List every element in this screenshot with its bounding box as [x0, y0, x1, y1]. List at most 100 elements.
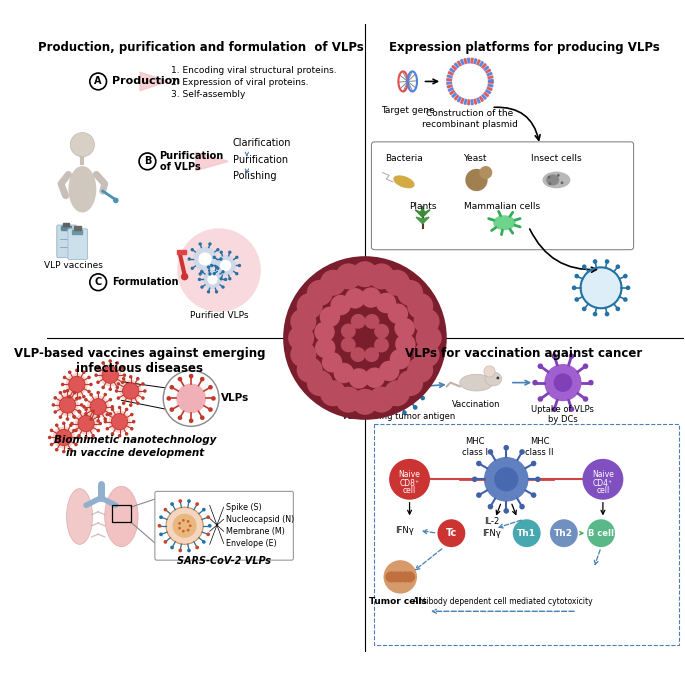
Circle shape — [111, 432, 114, 435]
Ellipse shape — [105, 486, 138, 547]
Circle shape — [349, 368, 369, 389]
Circle shape — [125, 408, 128, 411]
Circle shape — [593, 259, 597, 264]
Circle shape — [397, 280, 423, 306]
Circle shape — [605, 312, 610, 316]
Circle shape — [89, 417, 93, 420]
Polygon shape — [458, 61, 461, 66]
Circle shape — [84, 412, 88, 416]
Circle shape — [108, 410, 131, 433]
Polygon shape — [447, 78, 451, 80]
Circle shape — [582, 306, 586, 311]
Circle shape — [91, 434, 95, 437]
Text: Tumor cells: Tumor cells — [369, 598, 427, 606]
Circle shape — [181, 273, 188, 281]
Circle shape — [158, 524, 162, 528]
Circle shape — [129, 375, 132, 379]
Polygon shape — [63, 222, 69, 226]
Circle shape — [50, 429, 53, 432]
Circle shape — [189, 525, 192, 527]
Circle shape — [97, 391, 100, 394]
Circle shape — [109, 412, 112, 416]
Circle shape — [623, 274, 627, 279]
Circle shape — [378, 366, 419, 407]
Circle shape — [513, 519, 540, 547]
Circle shape — [352, 389, 378, 415]
Text: C: C — [95, 277, 102, 287]
Circle shape — [195, 546, 199, 550]
Circle shape — [68, 395, 71, 398]
Circle shape — [72, 429, 75, 433]
Circle shape — [389, 459, 430, 500]
Text: CD8⁺: CD8⁺ — [399, 479, 419, 487]
Circle shape — [320, 270, 346, 296]
Circle shape — [438, 519, 465, 547]
Text: Formulation: Formulation — [112, 277, 179, 287]
Polygon shape — [488, 84, 493, 87]
Circle shape — [395, 334, 416, 354]
Circle shape — [90, 399, 106, 415]
Text: Purified VLPs: Purified VLPs — [190, 311, 248, 320]
Circle shape — [62, 450, 66, 454]
Circle shape — [290, 341, 316, 368]
Circle shape — [130, 427, 134, 431]
Circle shape — [345, 288, 365, 308]
Text: Th1: Th1 — [517, 529, 536, 537]
Circle shape — [63, 376, 66, 379]
Text: Nucleocapsid (N): Nucleocapsid (N) — [225, 514, 294, 524]
Circle shape — [228, 251, 232, 254]
Circle shape — [216, 266, 219, 270]
Polygon shape — [140, 72, 168, 91]
Circle shape — [71, 132, 95, 157]
Circle shape — [113, 197, 119, 203]
Circle shape — [105, 427, 109, 431]
Polygon shape — [447, 85, 452, 88]
Circle shape — [116, 382, 121, 386]
Circle shape — [103, 420, 107, 423]
Circle shape — [364, 314, 379, 329]
Circle shape — [187, 549, 191, 552]
Circle shape — [182, 519, 185, 522]
Polygon shape — [450, 91, 455, 95]
Circle shape — [95, 373, 98, 377]
Circle shape — [407, 293, 433, 319]
Circle shape — [369, 387, 395, 412]
Ellipse shape — [485, 372, 501, 386]
Circle shape — [75, 368, 79, 372]
Text: A: A — [95, 76, 102, 87]
Circle shape — [89, 383, 92, 386]
Circle shape — [341, 324, 356, 339]
Circle shape — [372, 372, 377, 377]
Circle shape — [189, 418, 193, 423]
Circle shape — [50, 443, 53, 446]
Circle shape — [557, 174, 560, 176]
Circle shape — [587, 519, 615, 547]
Polygon shape — [61, 226, 71, 230]
Circle shape — [70, 422, 74, 425]
Circle shape — [235, 272, 238, 275]
Polygon shape — [454, 95, 459, 100]
Circle shape — [379, 363, 384, 368]
Circle shape — [55, 448, 58, 452]
Circle shape — [125, 432, 128, 435]
Circle shape — [307, 280, 333, 306]
Circle shape — [68, 377, 85, 393]
Circle shape — [115, 389, 119, 393]
Text: cell: cell — [596, 486, 610, 495]
Circle shape — [219, 251, 223, 254]
Circle shape — [407, 357, 433, 383]
Text: SARS-CoV-2 VLPs: SARS-CoV-2 VLPs — [177, 556, 271, 566]
Circle shape — [97, 414, 100, 418]
Ellipse shape — [493, 215, 516, 230]
Circle shape — [99, 364, 121, 387]
Circle shape — [560, 181, 563, 184]
Text: 1. Encoding viral structural proteins.: 1. Encoding viral structural proteins. — [171, 66, 336, 75]
Circle shape — [199, 272, 202, 276]
Text: in vaccine development: in vaccine development — [66, 448, 204, 458]
Circle shape — [416, 325, 442, 351]
Circle shape — [66, 417, 69, 421]
Circle shape — [320, 380, 346, 406]
Circle shape — [372, 395, 377, 400]
Circle shape — [497, 377, 499, 379]
Text: Biomimetic nanotechnology: Biomimetic nanotechnology — [54, 435, 216, 445]
